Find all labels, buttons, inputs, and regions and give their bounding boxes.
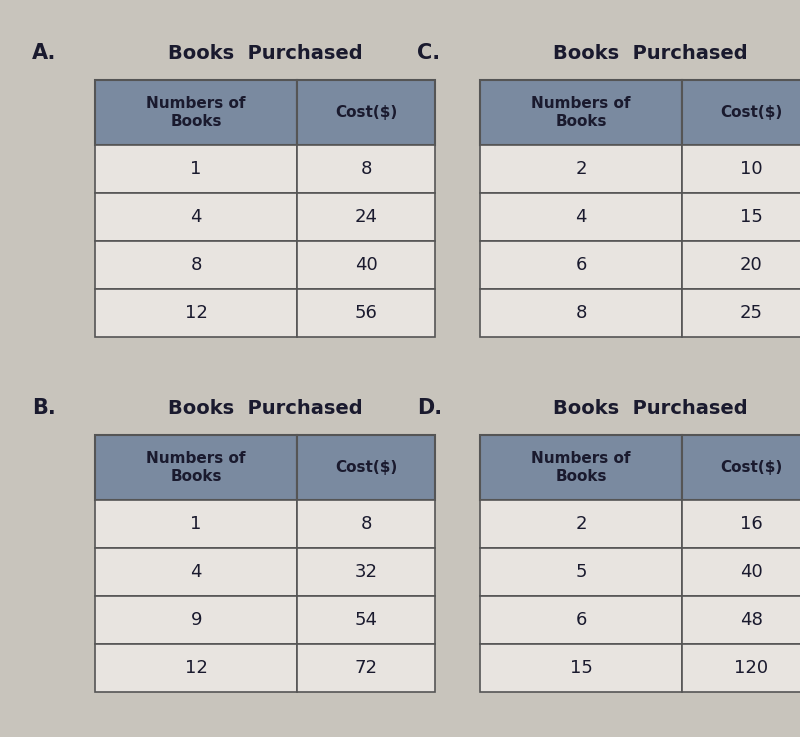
Bar xyxy=(95,241,298,289)
Text: B.: B. xyxy=(32,398,56,418)
Bar xyxy=(298,548,435,596)
Text: 15: 15 xyxy=(570,659,593,677)
Bar xyxy=(682,289,800,337)
Text: 56: 56 xyxy=(354,304,378,322)
Text: 40: 40 xyxy=(740,563,762,581)
Text: 8: 8 xyxy=(190,256,202,274)
Text: Books  Purchased: Books Purchased xyxy=(168,399,362,418)
Text: 40: 40 xyxy=(354,256,378,274)
Text: 24: 24 xyxy=(354,208,378,226)
Bar xyxy=(95,596,298,644)
Bar xyxy=(480,193,682,241)
Bar xyxy=(298,241,435,289)
Bar xyxy=(298,145,435,193)
Bar xyxy=(682,500,800,548)
Bar xyxy=(298,435,435,500)
Bar xyxy=(95,548,298,596)
Text: 1: 1 xyxy=(190,160,202,178)
Bar xyxy=(682,596,800,644)
Text: 10: 10 xyxy=(740,160,762,178)
Text: Cost($): Cost($) xyxy=(720,105,782,120)
Text: 6: 6 xyxy=(575,256,587,274)
Text: A.: A. xyxy=(32,43,56,63)
Bar xyxy=(95,80,298,145)
Bar xyxy=(95,500,298,548)
Bar xyxy=(95,193,298,241)
Bar xyxy=(480,289,682,337)
Bar xyxy=(298,500,435,548)
Text: 120: 120 xyxy=(734,659,768,677)
Text: 4: 4 xyxy=(190,208,202,226)
Text: Numbers of
Books: Numbers of Books xyxy=(531,97,631,129)
Bar xyxy=(480,241,682,289)
Text: 8: 8 xyxy=(575,304,587,322)
Text: Cost($): Cost($) xyxy=(720,460,782,475)
Bar xyxy=(95,289,298,337)
Bar xyxy=(682,80,800,145)
Text: 6: 6 xyxy=(575,611,587,629)
Text: Numbers of
Books: Numbers of Books xyxy=(146,451,246,483)
Text: C.: C. xyxy=(417,43,440,63)
Text: 16: 16 xyxy=(740,515,762,533)
Text: Cost($): Cost($) xyxy=(335,460,398,475)
Bar xyxy=(480,145,682,193)
Bar xyxy=(480,596,682,644)
Bar xyxy=(682,435,800,500)
Bar xyxy=(95,145,298,193)
Text: Books  Purchased: Books Purchased xyxy=(553,399,747,418)
Bar xyxy=(480,548,682,596)
Bar xyxy=(480,500,682,548)
Text: 54: 54 xyxy=(354,611,378,629)
Text: 20: 20 xyxy=(740,256,762,274)
Bar xyxy=(682,145,800,193)
Text: 1: 1 xyxy=(190,515,202,533)
Bar xyxy=(95,644,298,692)
Bar xyxy=(298,193,435,241)
Bar xyxy=(298,596,435,644)
Text: 2: 2 xyxy=(575,515,587,533)
Bar xyxy=(682,548,800,596)
Text: 12: 12 xyxy=(185,659,207,677)
Text: 8: 8 xyxy=(361,515,372,533)
Text: 12: 12 xyxy=(185,304,207,322)
Bar xyxy=(682,644,800,692)
Text: Numbers of
Books: Numbers of Books xyxy=(146,97,246,129)
Bar xyxy=(298,289,435,337)
Text: Cost($): Cost($) xyxy=(335,105,398,120)
Text: Books  Purchased: Books Purchased xyxy=(553,43,747,63)
Bar xyxy=(480,644,682,692)
Text: Books  Purchased: Books Purchased xyxy=(168,43,362,63)
Bar xyxy=(480,80,682,145)
Bar xyxy=(480,435,682,500)
Text: D.: D. xyxy=(417,398,442,418)
Text: 15: 15 xyxy=(740,208,762,226)
Text: 8: 8 xyxy=(361,160,372,178)
Bar xyxy=(682,193,800,241)
Text: 4: 4 xyxy=(575,208,587,226)
Text: Numbers of
Books: Numbers of Books xyxy=(531,451,631,483)
Bar xyxy=(298,644,435,692)
Text: 32: 32 xyxy=(354,563,378,581)
Text: 4: 4 xyxy=(190,563,202,581)
Text: 72: 72 xyxy=(354,659,378,677)
Text: 9: 9 xyxy=(190,611,202,629)
Text: 5: 5 xyxy=(575,563,587,581)
Bar xyxy=(298,80,435,145)
Text: 48: 48 xyxy=(740,611,762,629)
Bar xyxy=(95,435,298,500)
Bar xyxy=(682,241,800,289)
Text: 25: 25 xyxy=(740,304,762,322)
Text: 2: 2 xyxy=(575,160,587,178)
